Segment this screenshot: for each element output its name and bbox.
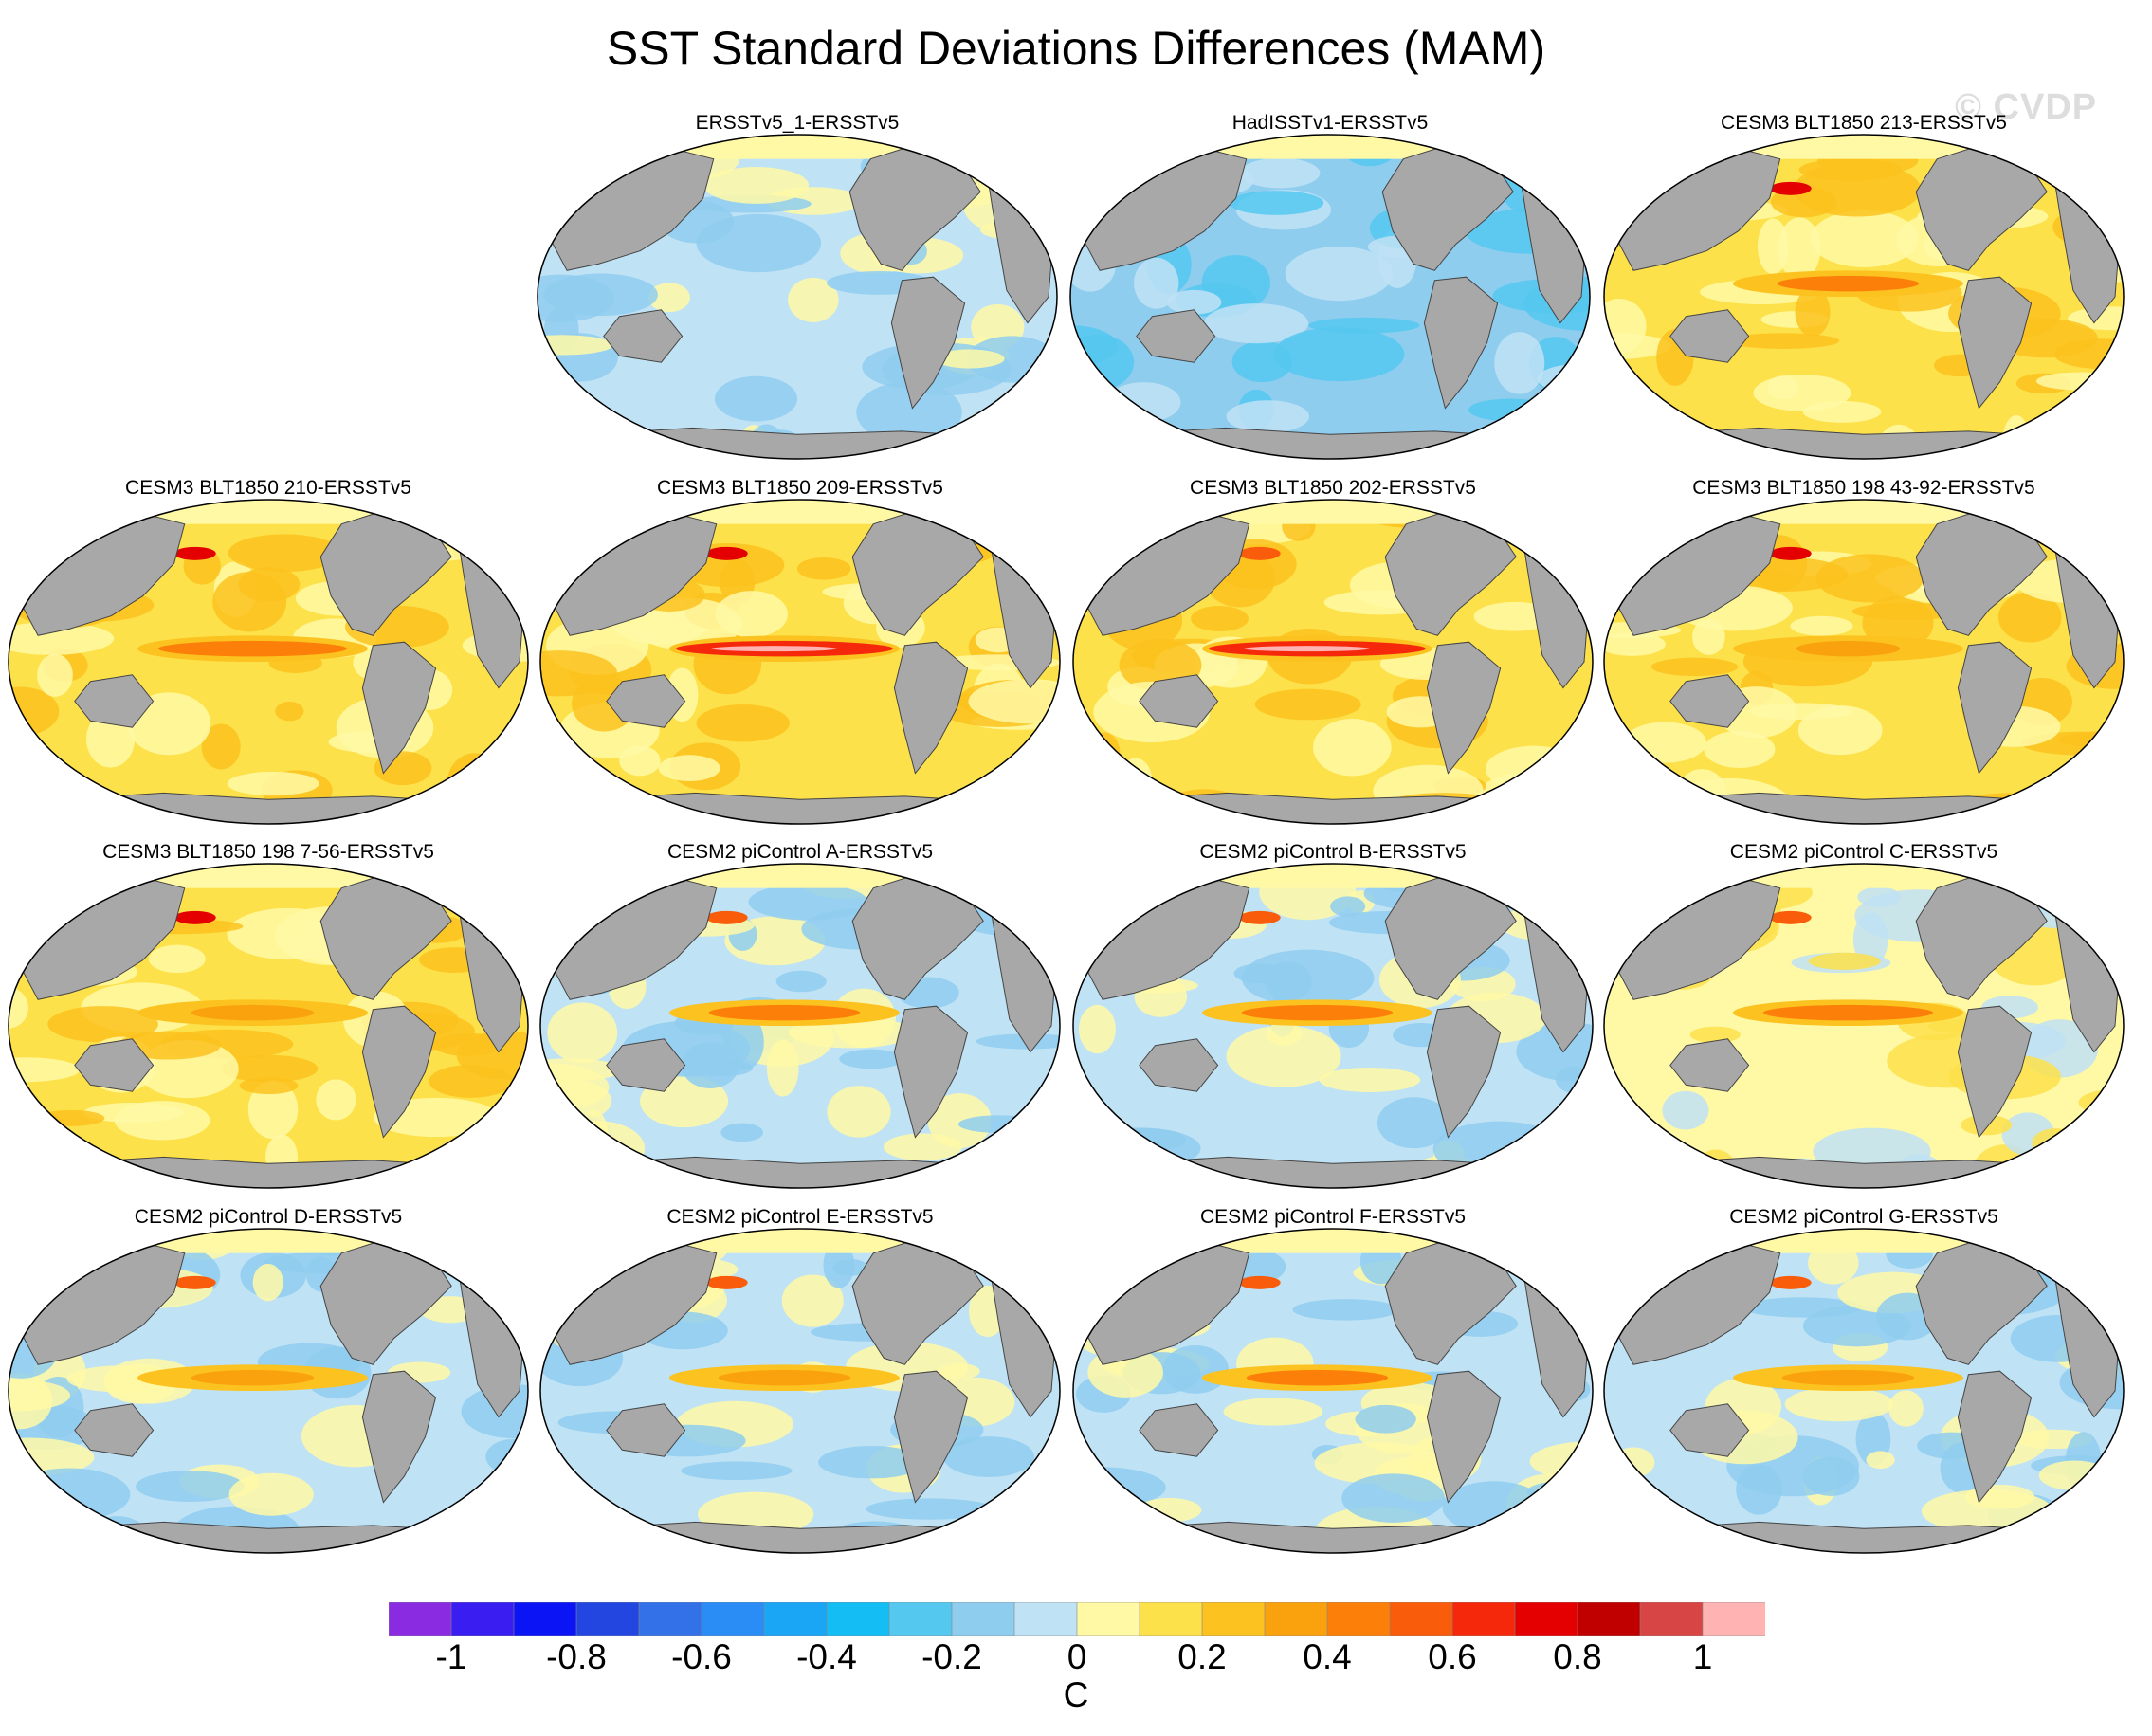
sst-difference-map <box>537 134 1058 460</box>
panel-title: CESM2 piControl A-ERSSTv5 <box>666 841 934 863</box>
map-panel: CESM3 BLT1850 210-ERSSTv5 <box>2 477 535 847</box>
map-panel: ERSSTv5_1-ERSSTv5 <box>531 112 1064 482</box>
sst-difference-map <box>1072 863 1594 1189</box>
panel-title: CESM3 BLT1850 198 7-56-ERSSTv5 <box>102 841 434 863</box>
map-panel: HadISSTv1-ERSSTv5 <box>1064 112 1596 482</box>
colorbar-segment <box>513 1602 577 1636</box>
colorbar-segment <box>575 1602 640 1636</box>
colorbar-segment <box>1013 1602 1078 1636</box>
map-panel: CESM2 piControl B-ERSSTv5 <box>1067 841 1599 1211</box>
colorbar-segment <box>826 1602 890 1636</box>
map-panel: CESM3 BLT1850 198 7-56-ERSSTv5 <box>2 841 535 1211</box>
panel-title: CESM2 piControl G-ERSSTv5 <box>1729 1206 1998 1228</box>
panel-title: CESM3 BLT1850 210-ERSSTv5 <box>125 477 411 499</box>
sst-difference-map <box>1603 499 2125 825</box>
colorbar-tick-label: 0 <box>1067 1637 1087 1676</box>
colorbar-tick-label: 0.2 <box>1177 1637 1227 1676</box>
map-panel: CESM2 piControl A-ERSSTv5 <box>534 841 1067 1211</box>
colorbar-segment <box>1201 1602 1266 1636</box>
figure-title: SST Standard Deviations Differences (MAM… <box>606 22 1546 75</box>
colorbar-tick-label: 0.8 <box>1553 1637 1602 1676</box>
colorbar-segment <box>1389 1602 1453 1636</box>
colorbar-tick-label: -0.4 <box>796 1637 857 1676</box>
colorbar-tick-label: 0.4 <box>1303 1637 1352 1676</box>
colorbar-segment <box>1264 1602 1328 1636</box>
colorbar-tick-label: 1 <box>1692 1637 1713 1676</box>
map-panel: CESM3 BLT1850 202-ERSSTv5 <box>1067 477 1599 847</box>
sst-difference-map <box>8 1228 529 1554</box>
panel-title: CESM3 BLT1850 209-ERSSTv5 <box>657 477 943 499</box>
sst-difference-map <box>539 1228 1061 1554</box>
map-panel: CESM2 piControl F-ERSSTv5 <box>1067 1206 1599 1576</box>
panel-title: CESM2 piControl E-ERSSTv5 <box>666 1206 934 1228</box>
sst-difference-map <box>1072 499 1594 825</box>
watermark: © CVDP <box>1955 87 2098 127</box>
map-panel: CESM3 BLT1850 209-ERSSTv5 <box>534 477 1067 847</box>
map-panel: CESM2 piControl C-ERSSTv5 <box>1597 841 2130 1211</box>
sst-difference-map <box>539 499 1061 825</box>
map-panel: CESM3 BLT1850 213-ERSSTv5 <box>1597 112 2130 482</box>
colorbar-segment <box>763 1602 828 1636</box>
sst-difference-map <box>1603 863 2125 1189</box>
panel-title: CESM3 BLT1850 198 43-92-ERSSTv5 <box>1692 477 2035 499</box>
sst-difference-map <box>539 863 1061 1189</box>
panel-title: CESM2 piControl F-ERSSTv5 <box>1199 1206 1467 1228</box>
sst-difference-map <box>1069 134 1591 460</box>
colorbar-segment <box>1514 1602 1578 1636</box>
map-panel: CESM2 piControl E-ERSSTv5 <box>534 1206 1067 1576</box>
colorbar-tick-label: -0.8 <box>546 1637 607 1676</box>
sst-difference-map <box>1603 134 2125 460</box>
colorbar-segment <box>1639 1602 1704 1636</box>
sst-difference-map <box>8 863 529 1189</box>
colorbar-tick-label: 0.6 <box>1428 1637 1477 1676</box>
sst-difference-map <box>1072 1228 1594 1554</box>
colorbar-segment <box>450 1602 515 1636</box>
colorbar-tick-label: -0.6 <box>671 1637 732 1676</box>
colorbar-segment <box>1451 1602 1516 1636</box>
map-panel: CESM2 piControl G-ERSSTv5 <box>1597 1206 2130 1576</box>
colorbar-segment <box>951 1602 1015 1636</box>
panel-title: HadISSTv1-ERSSTv5 <box>1231 112 1429 134</box>
colorbar-segment <box>701 1602 765 1636</box>
panel-title: ERSSTv5_1-ERSSTv5 <box>695 112 900 134</box>
sst-difference-map <box>8 499 529 825</box>
panel-title: CESM3 BLT1850 202-ERSSTv5 <box>1190 477 1476 499</box>
colorbar-segment <box>1577 1602 1641 1636</box>
panel-title: CESM2 piControl D-ERSSTv5 <box>134 1206 403 1228</box>
colorbar-segment <box>1702 1602 1765 1636</box>
panel-title: CESM2 piControl C-ERSSTv5 <box>1729 841 1998 863</box>
colorbar-tick-label: -0.2 <box>921 1637 982 1676</box>
panel-title: CESM3 BLT1850 213-ERSSTv5 <box>1721 112 2007 134</box>
colorbar-segment <box>888 1602 953 1636</box>
panel-title: CESM2 piControl B-ERSSTv5 <box>1199 841 1467 863</box>
colorbar-segment <box>1076 1602 1140 1636</box>
colorbar-segment <box>1326 1602 1391 1636</box>
colorbar <box>389 1602 1765 1636</box>
sst-difference-map <box>1603 1228 2125 1554</box>
colorbar-tick-label: -1 <box>435 1637 467 1676</box>
colorbar-segment <box>1139 1602 1203 1636</box>
map-panel: CESM2 piControl D-ERSSTv5 <box>2 1206 535 1576</box>
colorbar-segment <box>638 1602 702 1636</box>
colorbar-segment <box>389 1602 452 1636</box>
colorbar-units: C <box>1063 1675 1089 1714</box>
map-panel: CESM3 BLT1850 198 43-92-ERSSTv5 <box>1597 477 2130 847</box>
